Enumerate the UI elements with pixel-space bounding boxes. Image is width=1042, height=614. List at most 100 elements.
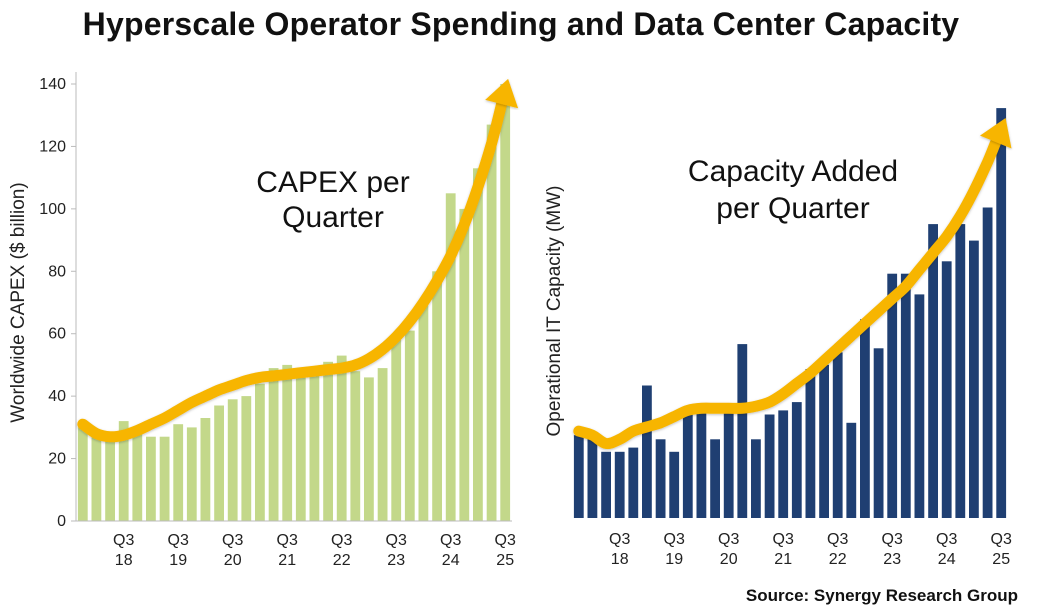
capex-bar	[500, 84, 511, 521]
capex-bar	[350, 371, 361, 521]
capex-bar	[186, 427, 197, 521]
capex-trend-arrowhead	[485, 78, 519, 109]
capex-bar	[418, 305, 429, 521]
capex-y-tick-label: 140	[39, 76, 66, 93]
capex-x-tick-label: Q3 24	[440, 532, 461, 569]
capex-bar	[146, 436, 156, 521]
capex-y-tick-label: 60	[48, 326, 66, 343]
capex-bar	[295, 377, 306, 521]
capex-y-tick-label: 100	[39, 201, 66, 218]
capacity-bar	[587, 435, 598, 518]
capacity-trend-arrowhead	[980, 118, 1012, 149]
capex-x-tick-label: Q3 23	[386, 532, 407, 569]
capex-chart: 0 20 40 60 80 100 120 140 Q3 18 Q3 19 Q3 20 Q3 21 Q3 22 Q3…	[8, 72, 519, 569]
capex-y-tick-label: 20	[48, 451, 66, 468]
capacity-annotation: Capacity Added per Quarter	[688, 155, 898, 225]
capacity-x-tick-label: Q3 20	[718, 531, 739, 568]
capacity-bar	[655, 439, 666, 518]
capex-bar	[364, 377, 374, 521]
capex-bar	[255, 383, 265, 521]
capacity-x-tick-label: Q3 19	[664, 531, 685, 568]
capacity-bar	[723, 410, 734, 518]
capex-annotation: CAPEX per Quarter	[256, 166, 409, 234]
capex-bar	[282, 364, 293, 521]
capex-bar	[445, 193, 456, 522]
capex-bar	[118, 421, 129, 521]
capacity-bar	[710, 439, 720, 518]
capacity-x-tick-label: Q3 24	[936, 531, 957, 568]
capacity-x-tick-label: Q3 25	[991, 531, 1012, 568]
capacity-bar	[941, 261, 952, 518]
capacity-chart: Q3 18 Q3 19 Q3 20 Q3 21 Q3 22 Q3 23 Q3 24 Q3 25 Operatio…	[544, 108, 1012, 568]
capex-bar	[459, 208, 470, 521]
capex-bar	[159, 436, 170, 521]
capacity-bar	[751, 439, 761, 518]
capacity-bar	[669, 451, 680, 518]
capacity-bar	[819, 364, 829, 518]
source-note: Source: Synergy Research Group	[745, 586, 1018, 605]
capex-bar	[309, 374, 320, 521]
capex-y-axis-title: Worldwide CAPEX ($ billion)	[8, 182, 29, 422]
capex-bar	[77, 427, 88, 521]
capacity-bar	[737, 344, 748, 518]
capex-bar	[241, 396, 252, 521]
capacity-x-tick-label: Q3 21	[773, 531, 794, 568]
capacity-bar	[996, 108, 1007, 518]
capex-x-tick-label: Q3 18	[113, 532, 134, 569]
capex-bar	[432, 271, 442, 521]
capacity-bar	[982, 207, 993, 518]
capex-bar	[323, 361, 333, 521]
capacity-bar	[601, 451, 611, 518]
capacity-bar	[846, 422, 857, 518]
capacity-x-tick-label: Q3 18	[609, 531, 630, 568]
capacity-bar	[914, 294, 925, 518]
capacity-bar	[696, 410, 707, 518]
capex-x-tick-label: Q3 20	[222, 532, 243, 569]
capacity-bar	[832, 352, 843, 518]
capex-y-tick-label: 40	[48, 388, 66, 405]
capacity-bar	[791, 402, 802, 518]
capacity-bar	[628, 447, 639, 518]
capacity-trend-arrow	[573, 136, 1002, 450]
capacity-bar	[614, 451, 625, 518]
capacity-bar	[887, 273, 898, 518]
capacity-x-tick-label: Q3 23	[882, 531, 903, 568]
capex-bar	[173, 424, 184, 521]
capex-bar	[486, 124, 497, 521]
capacity-bar	[900, 273, 911, 518]
capacity-bar	[955, 224, 966, 518]
capacity-bar	[642, 385, 652, 518]
capex-y-tick-label: 120	[39, 138, 66, 155]
capex-bar	[336, 355, 347, 521]
capacity-y-axis-title: Operational IT Capacity (MW)	[544, 186, 565, 437]
capex-bar	[377, 368, 388, 521]
capacity-bar	[805, 369, 816, 518]
capex-x-tick-label: Q3 22	[331, 532, 352, 569]
capacity-bar	[573, 435, 584, 518]
capex-x-tick-label: Q3 19	[168, 532, 189, 569]
capex-bar	[404, 330, 415, 521]
capex-bar	[200, 418, 211, 521]
capex-bar	[132, 433, 143, 521]
capacity-bar	[873, 348, 884, 518]
capex-y-tick-label: 0	[57, 513, 66, 530]
capex-bar	[105, 436, 115, 521]
capacity-bar	[682, 410, 693, 518]
capex-bar	[391, 340, 402, 521]
capacity-bar	[764, 414, 775, 518]
capacity-bar	[928, 224, 938, 518]
page-title: Hyperscale Operator Spending and Data Ce…	[82, 6, 960, 42]
capex-trend-arrow	[77, 98, 508, 443]
capex-bar	[227, 399, 238, 521]
capacity-bar	[860, 319, 870, 518]
capex-x-tick-label: Q3 21	[277, 532, 298, 569]
capacity-bar	[969, 240, 979, 518]
capacity-x-tick-label: Q3 22	[827, 531, 848, 568]
capex-bar	[214, 405, 224, 521]
capex-y-tick-label: 80	[48, 263, 66, 280]
capex-bar	[91, 433, 102, 521]
capacity-bar	[778, 410, 789, 518]
capex-bar	[268, 368, 279, 521]
capex-bar	[473, 168, 483, 522]
